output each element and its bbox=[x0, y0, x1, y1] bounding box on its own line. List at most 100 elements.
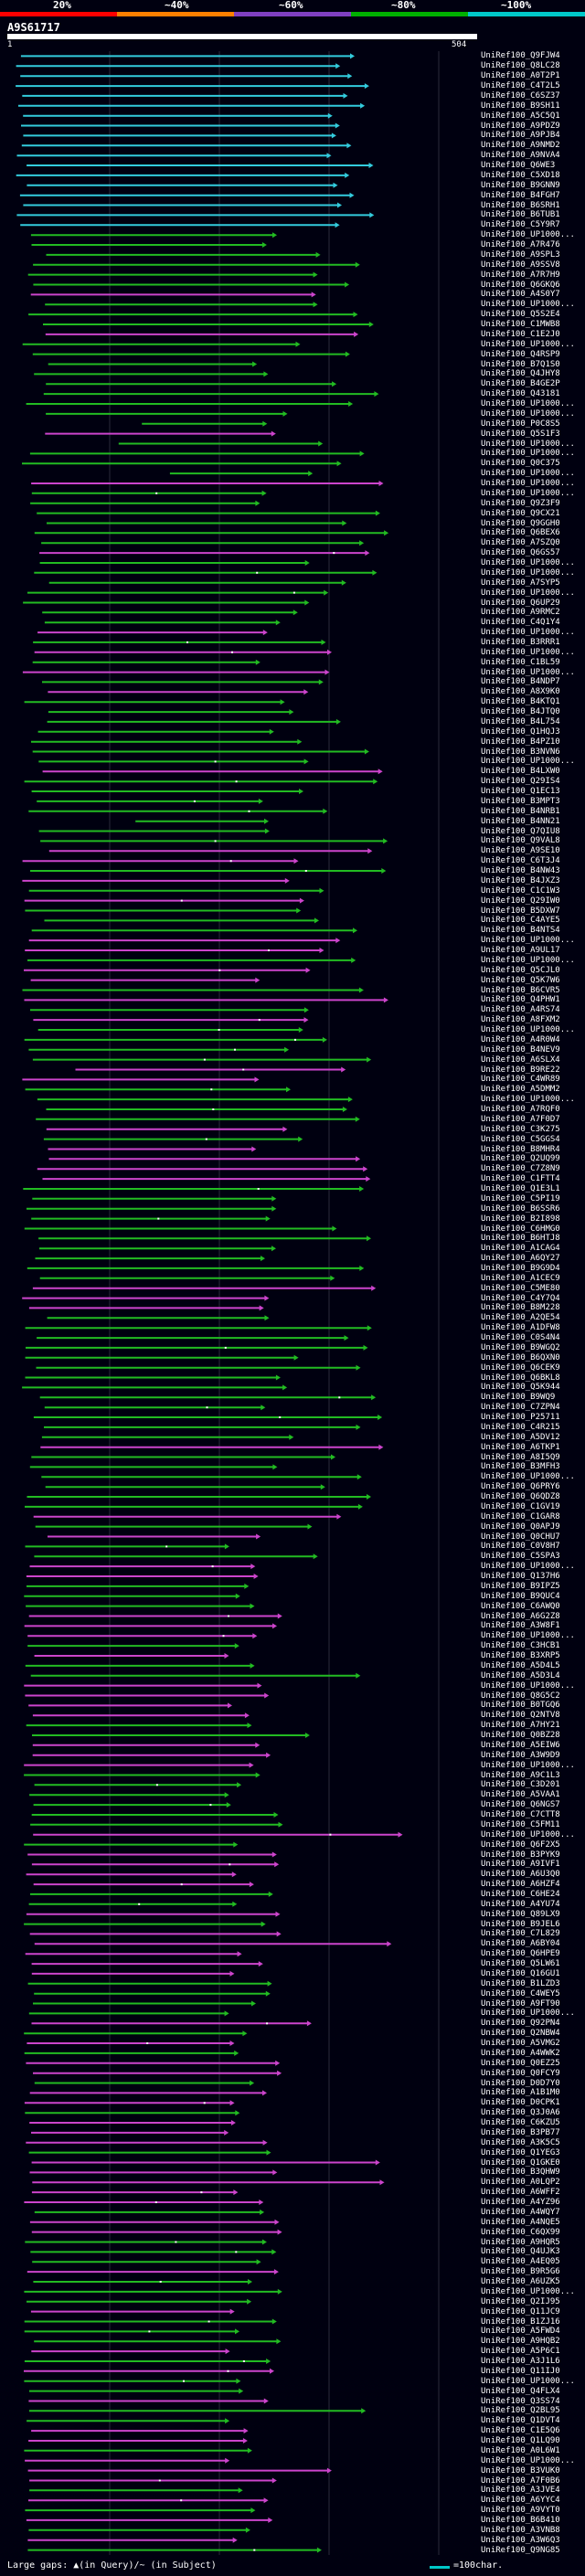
hit-label[interactable]: UniRef100_A6U3Q0 bbox=[481, 1870, 560, 1880]
hit-label[interactable]: UniRef100_C4T2L5 bbox=[481, 81, 560, 91]
hit-label[interactable]: UniRef100_Q9Z3F9 bbox=[481, 498, 560, 508]
hit-label[interactable]: UniRef100_UP1000... bbox=[481, 567, 575, 578]
hit-label[interactable]: UniRef100_A6YYC4 bbox=[481, 2496, 560, 2506]
hit-label[interactable]: UniRef100_Q4RSP9 bbox=[481, 349, 560, 359]
hit-label[interactable]: UniRef100_UP1000... bbox=[481, 479, 575, 488]
hit-label[interactable]: UniRef100_B9RE22 bbox=[481, 1065, 560, 1075]
hit-label[interactable]: UniRef100_C1GV19 bbox=[481, 1501, 560, 1511]
hit-label[interactable]: UniRef100_B8M228 bbox=[481, 1303, 560, 1313]
hit-label[interactable]: UniRef100_C3K275 bbox=[481, 1124, 560, 1134]
hit-label[interactable]: UniRef100_C4WEY5 bbox=[481, 1988, 560, 1998]
hit-label[interactable]: UniRef100_C5GGS4 bbox=[481, 1134, 560, 1144]
hit-label[interactable]: UniRef100_B9IPZ5 bbox=[481, 1581, 560, 1591]
hit-label[interactable]: UniRef100_C6QX99 bbox=[481, 2227, 560, 2237]
hit-label[interactable]: UniRef100_Q9NG85 bbox=[481, 2545, 560, 2555]
hit-label[interactable]: UniRef100_Q0FCY9 bbox=[481, 2068, 560, 2078]
hit-label[interactable]: UniRef100_Q29IS4 bbox=[481, 777, 560, 787]
hit-label[interactable]: UniRef100_C1E2J0 bbox=[481, 329, 560, 339]
hit-label[interactable]: UniRef100_Q11IJ0 bbox=[481, 2366, 560, 2376]
hit-label[interactable]: UniRef100_Q2NBW4 bbox=[481, 2029, 560, 2039]
hit-label[interactable]: UniRef100_Q16GU1 bbox=[481, 1968, 560, 1978]
hit-label[interactable]: UniRef100_B9WQ9 bbox=[481, 1393, 556, 1403]
hit-label[interactable]: UniRef100_A1B1M0 bbox=[481, 2088, 560, 2098]
hit-label[interactable]: UniRef100_UP1000... bbox=[481, 2455, 575, 2465]
hit-label[interactable]: UniRef100_UP1000... bbox=[481, 488, 575, 498]
hit-label[interactable]: UniRef100_D0CPK1 bbox=[481, 2098, 560, 2108]
hit-label[interactable]: UniRef100_A9PDZ9 bbox=[481, 121, 560, 131]
hit-label[interactable]: UniRef100_A9PJB4 bbox=[481, 131, 560, 141]
hit-label[interactable]: UniRef100_B4NTS4 bbox=[481, 926, 560, 936]
hit-label[interactable]: UniRef100_Q9FJW4 bbox=[481, 51, 560, 61]
hit-label[interactable]: UniRef100_Q5CJL0 bbox=[481, 965, 560, 975]
hit-label[interactable]: UniRef100_UP1000... bbox=[481, 558, 575, 567]
hit-label[interactable]: UniRef100_A3W9D9 bbox=[481, 1750, 560, 1760]
hit-label[interactable]: UniRef100_C6HE24 bbox=[481, 1889, 560, 1899]
hit-label[interactable]: UniRef100_B4L754 bbox=[481, 716, 560, 726]
hit-label[interactable]: UniRef100_Q1HQJ3 bbox=[481, 726, 560, 737]
hit-label[interactable]: UniRef100_A9SPL3 bbox=[481, 249, 560, 260]
hit-label[interactable]: UniRef100_A3W6Q3 bbox=[481, 2535, 560, 2545]
hit-label[interactable]: UniRef100_B4LXW0 bbox=[481, 767, 560, 777]
hit-label[interactable]: UniRef100_UP1000... bbox=[481, 300, 575, 310]
hit-label[interactable]: UniRef100_UP1000... bbox=[481, 1760, 575, 1770]
hit-label[interactable]: UniRef100_B3RRR1 bbox=[481, 637, 560, 647]
hit-label[interactable]: UniRef100_B9G9D4 bbox=[481, 1263, 560, 1273]
hit-label[interactable]: UniRef100_A4WWK2 bbox=[481, 2048, 560, 2058]
hit-label[interactable]: UniRef100_A8X9K0 bbox=[481, 687, 560, 697]
hit-label[interactable]: UniRef100_Q7QIU8 bbox=[481, 826, 560, 836]
hit-label[interactable]: UniRef100_UP1000... bbox=[481, 1025, 575, 1034]
hit-label[interactable]: UniRef100_C1FTT4 bbox=[481, 1174, 560, 1184]
hit-label[interactable]: UniRef100_A4WQY7 bbox=[481, 2207, 560, 2217]
hit-label[interactable]: UniRef100_UP1000... bbox=[481, 1472, 575, 1482]
hit-label[interactable]: UniRef100_B6CVR5 bbox=[481, 985, 560, 995]
hit-label[interactable]: UniRef100_A5FWD4 bbox=[481, 2327, 560, 2337]
hit-label[interactable]: UniRef100_UP1000... bbox=[481, 449, 575, 459]
hit-label[interactable]: UniRef100_C4Y7Q4 bbox=[481, 1293, 560, 1303]
hit-label[interactable]: UniRef100_Q1YEG3 bbox=[481, 2147, 560, 2157]
hit-label[interactable]: UniRef100_A9HQB2 bbox=[481, 2337, 560, 2347]
hit-label[interactable]: UniRef100_A5DV12 bbox=[481, 1432, 560, 1442]
hit-label[interactable]: UniRef100_Q6GKQ6 bbox=[481, 280, 560, 290]
hit-label[interactable]: UniRef100_UP1000... bbox=[481, 339, 575, 349]
hit-label[interactable]: UniRef100_UP1000... bbox=[481, 399, 575, 408]
hit-label[interactable]: UniRef100_Q6PRY6 bbox=[481, 1482, 560, 1492]
hit-label[interactable]: UniRef100_Q137H6 bbox=[481, 1572, 560, 1581]
hit-label[interactable]: UniRef100_UP1000... bbox=[481, 230, 575, 240]
hit-label[interactable]: UniRef100_A5D3L4 bbox=[481, 1670, 560, 1680]
hit-label[interactable]: UniRef100_Q4UJK3 bbox=[481, 2247, 560, 2257]
hit-label[interactable]: UniRef100_B9R5G6 bbox=[481, 2267, 560, 2277]
hit-label[interactable]: UniRef100_A6WFF2 bbox=[481, 2188, 560, 2198]
hit-label[interactable]: UniRef100_A7SZQ0 bbox=[481, 538, 560, 548]
hit-label[interactable]: UniRef100_C3HCB1 bbox=[481, 1641, 560, 1651]
hit-label[interactable]: UniRef100_C5SPA3 bbox=[481, 1552, 560, 1562]
hit-label[interactable]: UniRef100_UP1000... bbox=[481, 1829, 575, 1839]
hit-label[interactable]: UniRef100_A5VAA1 bbox=[481, 1790, 560, 1800]
hit-label[interactable]: UniRef100_C5FM11 bbox=[481, 1819, 560, 1829]
hit-label[interactable]: UniRef100_B1ZJ16 bbox=[481, 2316, 560, 2327]
hit-label[interactable]: UniRef100_B3XRP5 bbox=[481, 1651, 560, 1660]
hit-label[interactable]: UniRef100_B3VUK0 bbox=[481, 2465, 560, 2475]
hit-label[interactable]: UniRef100_C1E5Q6 bbox=[481, 2426, 560, 2436]
hit-label[interactable]: UniRef100_UP1000... bbox=[481, 408, 575, 419]
hit-label[interactable]: UniRef100_B6SRH1 bbox=[481, 200, 560, 210]
hit-label[interactable]: UniRef100_UP1000... bbox=[481, 1680, 575, 1691]
hit-label[interactable]: UniRef100_UP1000... bbox=[481, 955, 575, 965]
hit-label[interactable]: UniRef100_A4S0Y7 bbox=[481, 290, 560, 300]
hit-label[interactable]: UniRef100_A1CAG4 bbox=[481, 1244, 560, 1254]
hit-label[interactable]: UniRef100_UP1000... bbox=[481, 469, 575, 479]
hit-label[interactable]: UniRef100_A9C1L3 bbox=[481, 1770, 560, 1780]
hit-label[interactable]: UniRef100_Q4JHY8 bbox=[481, 369, 560, 379]
hit-label[interactable]: UniRef100_C5Y9R7 bbox=[481, 220, 560, 230]
hit-label[interactable]: UniRef100_Q1E3L1 bbox=[481, 1184, 560, 1193]
hit-label[interactable]: UniRef100_Q2BL95 bbox=[481, 2406, 560, 2416]
hit-label[interactable]: UniRef100_A6QY27 bbox=[481, 1254, 560, 1264]
hit-label[interactable]: UniRef100_A4EQ05 bbox=[481, 2257, 560, 2267]
hit-label[interactable]: UniRef100_Q6F2X5 bbox=[481, 1839, 560, 1850]
hit-label[interactable]: UniRef100_A5VMG2 bbox=[481, 2039, 560, 2048]
hit-label[interactable]: UniRef100_A3W8F1 bbox=[481, 1621, 560, 1631]
hit-label[interactable]: UniRef100_C6KZU5 bbox=[481, 2118, 560, 2127]
hit-label[interactable]: UniRef100_UP1000... bbox=[481, 1095, 575, 1105]
hit-label[interactable]: UniRef100_Q5S2E4 bbox=[481, 310, 560, 320]
hit-label[interactable]: UniRef100_B6B410 bbox=[481, 2515, 560, 2525]
hit-label[interactable]: UniRef100_A9IVF1 bbox=[481, 1860, 560, 1870]
